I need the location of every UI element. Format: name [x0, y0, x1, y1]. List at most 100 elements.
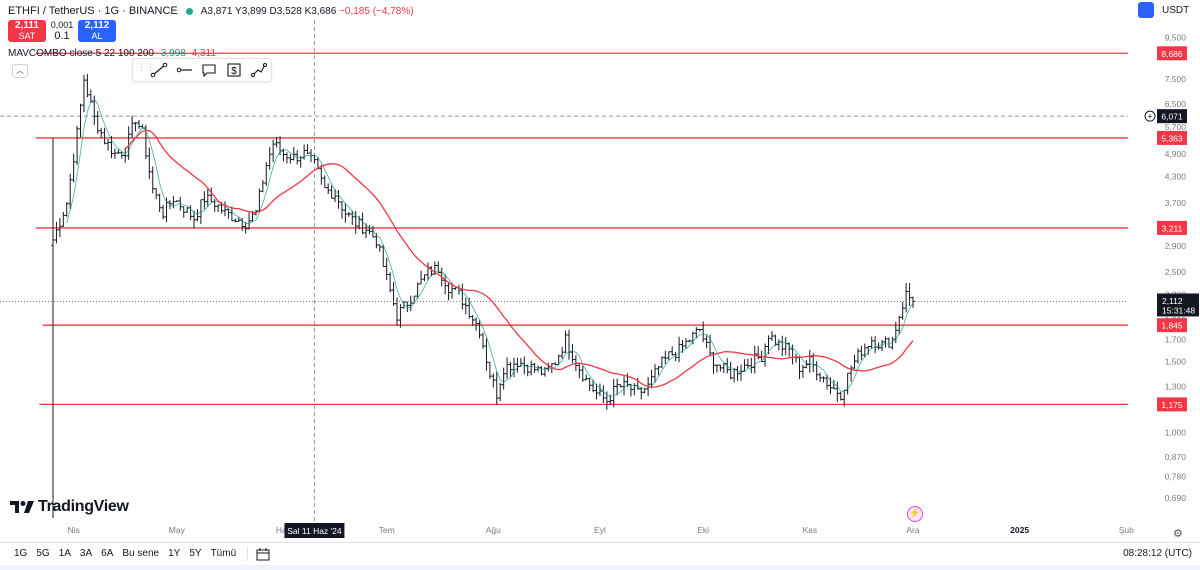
buy-label: AL [91, 31, 103, 41]
ohlc-bar [704, 335, 709, 349]
callout-icon[interactable] [197, 60, 222, 80]
range-button-6[interactable]: 1Y [168, 548, 181, 559]
ohlc-bar [278, 136, 282, 156]
ohlc-bar [116, 149, 121, 154]
ohlc-bar [319, 164, 324, 185]
range-button-4[interactable]: 6A [101, 548, 114, 559]
ohlc-bar [512, 357, 516, 378]
range-button-3[interactable]: 3A [79, 548, 93, 559]
x-tick-label: Şub [1119, 525, 1134, 535]
ohlc-bar [698, 328, 702, 332]
range-button-0[interactable]: 1G [14, 548, 28, 559]
range-button-5[interactable]: Bu sene [122, 548, 160, 559]
ohlc-bar [446, 283, 451, 301]
x-tick-label: 2025 [1010, 525, 1029, 535]
ohlc-open: A3,871 [200, 5, 233, 17]
sell-button[interactable]: 2,111 SAT [8, 20, 46, 42]
range-button-8[interactable]: Tümü [210, 548, 237, 559]
ohlc-bar [426, 262, 430, 281]
ohlc-bar [832, 379, 836, 390]
buy-button[interactable]: 2,112 AL [78, 20, 116, 42]
x-tick-label: Eki [697, 525, 709, 535]
y-tick-label: 1,500 [1165, 357, 1187, 367]
ohlc-change: −0,185 (−4,78%) [339, 5, 414, 17]
y-tick-label: 6,500 [1165, 99, 1187, 109]
quantity-box[interactable]: 0,001 0.1 [46, 20, 78, 42]
horizontal-scrollbar[interactable] [0, 565, 1200, 570]
trend-line-icon[interactable] [147, 60, 172, 80]
ohlc-bar [367, 225, 372, 235]
ma-long-line [124, 129, 914, 388]
ohlc-bar [405, 301, 410, 313]
y-tick-label: 4,300 [1165, 172, 1187, 182]
x-tick-label: Eyl [594, 525, 606, 535]
calendar-icon[interactable] [256, 547, 270, 561]
ohlc-bar [178, 196, 182, 211]
ohlc-bar [206, 188, 210, 207]
ohlc-bar [859, 345, 864, 360]
ohlc-bar [336, 189, 341, 209]
path-icon[interactable] [246, 60, 271, 80]
ohlc-bar [845, 372, 850, 395]
ohlc-bar [151, 166, 155, 194]
ohlc-bar [656, 366, 661, 376]
drag-handle-icon[interactable]: ⋮⋮ [137, 62, 155, 72]
toolbar-divider [247, 546, 249, 561]
ohlc-bar [863, 343, 867, 358]
ohlc-bar [508, 361, 513, 377]
ohlc-bar [384, 258, 389, 281]
ohlc-bar [216, 204, 220, 212]
ohlc-bar [584, 374, 588, 381]
ohlc-bar [735, 365, 740, 381]
sell-price: 2,111 [15, 20, 39, 31]
ohlc-bar [684, 338, 688, 349]
ohlc-bar [333, 189, 337, 203]
ohlc-bar [147, 147, 152, 180]
ohlc-bar [629, 383, 633, 397]
ohlc-bar [598, 383, 602, 397]
collapse-legend-button[interactable]: ︿ [12, 64, 28, 78]
y-tick-label: 7,500 [1165, 74, 1187, 84]
ohlc-readout: A3,871 Y3,899 D3,528 K3,686 −0,185 (−4,7… [201, 6, 414, 17]
y-tick-label: 4,900 [1165, 149, 1187, 159]
ohlc-bar [849, 365, 853, 382]
ohlc-bar [340, 201, 344, 219]
range-button-1[interactable]: 5G [36, 548, 50, 559]
y-tick-label: 9,500 [1165, 33, 1187, 43]
ohlc-bar [746, 358, 750, 369]
add-alert-icon[interactable] [1144, 110, 1156, 122]
range-button-7[interactable]: 5Y [189, 548, 202, 559]
price-note-icon[interactable]: $ [221, 60, 246, 80]
indicator-legend[interactable]: MAVCOMBO close 5 22 100 200 3,998 4,311 [8, 48, 216, 59]
ohlc-bar [137, 119, 141, 129]
ohlc-bar [532, 363, 537, 373]
horizontal-ray-icon[interactable] [172, 60, 197, 80]
trade-panel: 2,111 SAT 0,001 0.1 2,112 AL [8, 20, 116, 42]
ohlc-bar [360, 212, 365, 235]
ohlc-bar [182, 206, 186, 218]
ohlc-bar [474, 317, 478, 331]
ohlc-bar [818, 372, 822, 382]
tradingview-logo-icon [10, 501, 34, 513]
ohlc-bar [71, 153, 76, 183]
indicator-value-1: 3,998 [160, 48, 186, 59]
ohlc-bar [649, 369, 654, 389]
ohlc-bar [450, 282, 454, 299]
ohlc-bar [350, 210, 354, 225]
lightning-icon[interactable]: ⚡ [907, 506, 923, 522]
ohlc-bar [398, 304, 403, 328]
ohlc-bar [230, 206, 234, 222]
currency-selector[interactable]: USDT ⌄ [1138, 2, 1200, 18]
utc-clock[interactable]: 08:28:12 (UTC) [1123, 548, 1192, 559]
ohlc-bar [701, 321, 705, 343]
tradingview-logo[interactable]: TradingView [10, 498, 129, 516]
level-price-label: 1,845 [1161, 321, 1183, 331]
ohlc-bar [395, 297, 399, 326]
ohlc-bar [130, 115, 134, 139]
gear-icon[interactable]: ⚙ [1173, 528, 1183, 540]
svg-text:$: $ [231, 66, 237, 77]
symbol-title[interactable]: ETHFI / TetherUS · 1G · BINANCE [8, 5, 178, 17]
range-button-2[interactable]: 1A [58, 548, 71, 559]
